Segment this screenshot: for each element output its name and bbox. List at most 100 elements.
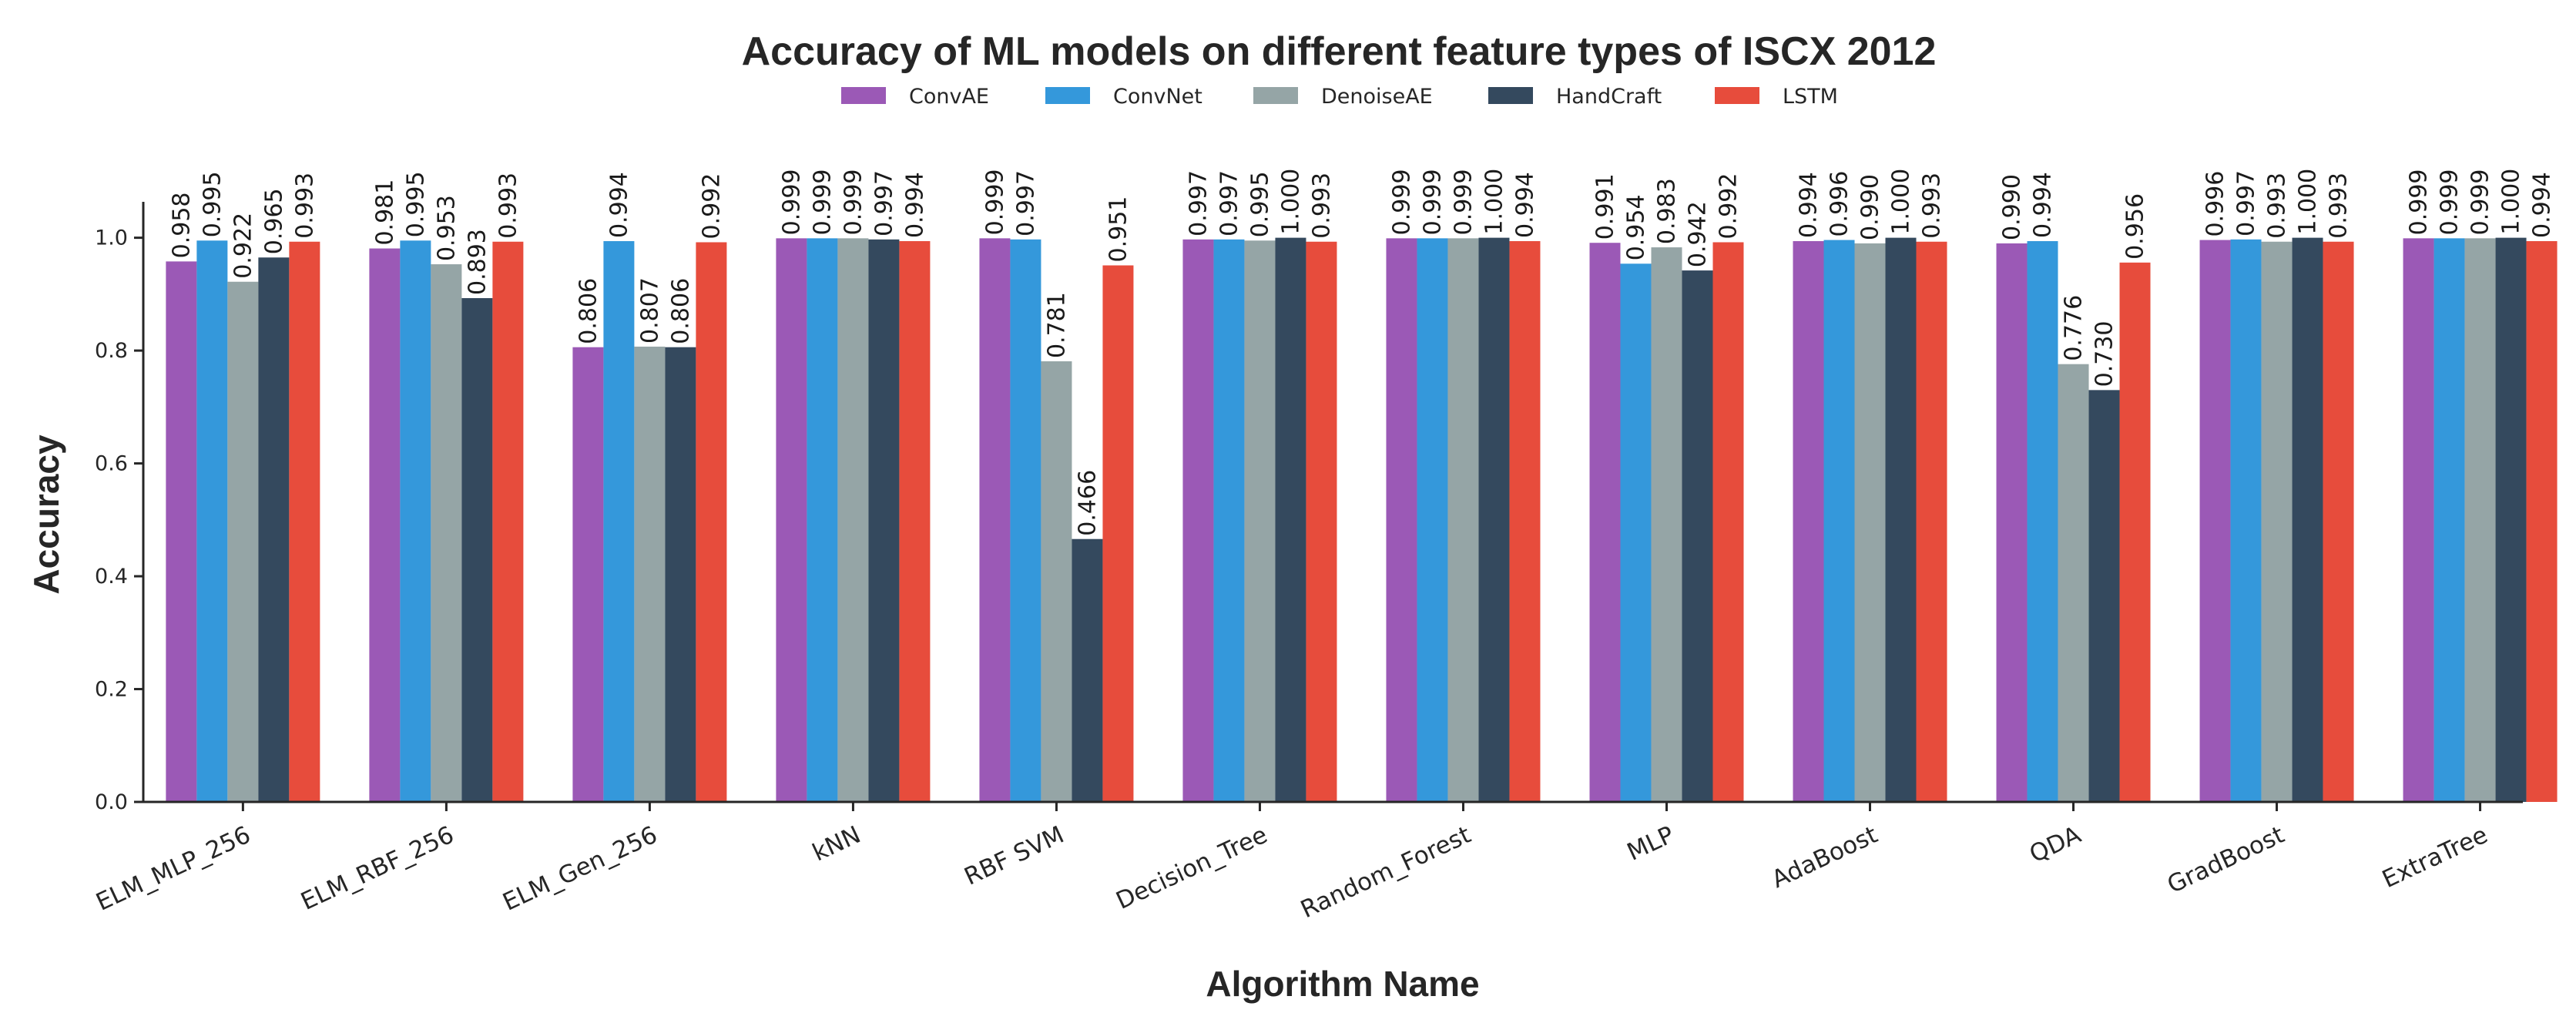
bar-handcraft-extratree [2495, 237, 2527, 803]
data-label: 0.953 [433, 195, 460, 261]
data-label: 1.000 [1277, 169, 1304, 235]
data-label: 0.807 [636, 277, 663, 344]
x-tick-label: ELM_MLP_256 [92, 821, 254, 917]
legend-label-denoiseae: DenoiseAE [1321, 85, 1433, 109]
data-label: 0.951 [1105, 196, 1132, 263]
bar-handcraft-elm-rbf-256 [461, 297, 493, 803]
x-tick-label: ExtraTree [2378, 821, 2492, 894]
x-tick-label: Decision_Tree [1112, 821, 1271, 915]
data-label: 0.995 [1246, 171, 1273, 237]
data-label: 0.981 [371, 179, 398, 246]
legend-label-convae: ConvAE [909, 85, 989, 109]
bar-handcraft-knn [868, 239, 900, 803]
bar-convae-decision-tree [1182, 239, 1214, 803]
legend-swatch-convnet [1045, 87, 1090, 104]
x-tick-label: RBF SVM [960, 821, 1068, 891]
y-axis-label: Accuracy [26, 434, 66, 595]
y-tick-label: 0.4 [95, 565, 128, 589]
data-label: 0.994 [2030, 172, 2057, 238]
bar-lstm-adaboost [1916, 241, 1947, 802]
data-label: 0.994 [2529, 172, 2556, 238]
data-label: 0.999 [981, 169, 1008, 235]
data-label: 0.993 [291, 173, 318, 239]
y-tick-label: 0.0 [95, 790, 128, 814]
bar-lstm-qda [2119, 262, 2151, 802]
data-label: 0.994 [1796, 172, 1823, 238]
x-tick-label: AdaBoost [1768, 821, 1882, 894]
data-label: 0.993 [1919, 173, 1946, 239]
data-label: 0.993 [1308, 173, 1335, 239]
bar-convae-adaboost [1793, 241, 1824, 803]
data-label: 0.958 [168, 192, 195, 258]
data-label: 0.997 [2233, 170, 2260, 236]
bar-convae-elm-gen-256 [572, 347, 604, 803]
bar-convnet-elm-mlp-256 [196, 240, 228, 802]
data-label: 0.983 [1653, 178, 1680, 244]
data-label: 0.994 [605, 172, 632, 238]
data-label: 0.893 [464, 229, 491, 295]
bar-handcraft-rbf-svm [1072, 538, 1103, 802]
bar-convnet-mlp [1620, 263, 1652, 802]
bar-handcraft-elm-mlp-256 [258, 257, 290, 802]
x-tick-label: kNN [808, 821, 865, 867]
bar-handcraft-random-forest [1478, 237, 1510, 803]
data-label: 0.956 [2122, 193, 2149, 260]
bar-denoiseae-decision-tree [1244, 240, 1276, 802]
bar-convnet-decision-tree [1213, 239, 1245, 803]
data-label: 0.990 [1999, 174, 2026, 240]
bar-lstm-elm-mlp-256 [289, 241, 320, 802]
bar-lstm-gradboost [2323, 241, 2354, 802]
legend-swatch-handcraft [1488, 87, 1533, 104]
data-label: 0.994 [901, 172, 928, 238]
bar-lstm-random-forest [1509, 241, 1541, 803]
x-tick-label: MLP [1623, 821, 1679, 867]
bar-convae-gradboost [2199, 240, 2231, 802]
bar-denoiseae-elm-mlp-256 [227, 281, 259, 802]
bar-convnet-extratree [2433, 238, 2465, 802]
bar-denoiseae-knn [837, 238, 869, 802]
data-label: 0.942 [1684, 201, 1711, 267]
data-label: 0.806 [667, 278, 694, 344]
bar-convnet-qda [2027, 241, 2058, 803]
bar-convae-qda [1996, 243, 2028, 802]
legend-label-convnet: ConvNet [1113, 85, 1202, 109]
bar-convae-rbf-svm [979, 238, 1011, 802]
y-tick-label: 1.0 [95, 226, 128, 250]
bar-convae-extratree [2403, 238, 2434, 802]
data-label: 1.000 [2295, 169, 2322, 235]
data-label: 0.997 [1216, 170, 1243, 236]
bar-lstm-elm-gen-256 [696, 242, 727, 802]
legend-label-lstm: LSTM [1783, 85, 1838, 109]
x-axis-label: Algorithm Name [1206, 964, 1479, 1004]
bar-denoiseae-adaboost [1854, 243, 1886, 802]
data-label: 0.999 [2406, 169, 2433, 235]
bar-lstm-elm-rbf-256 [492, 241, 524, 802]
legend: ConvAE ConvNet DenoiseAE HandCraft LSTM [841, 85, 1838, 109]
x-tick-label: ELM_RBF_256 [297, 821, 458, 916]
data-label: 0.990 [1857, 174, 1884, 240]
data-label: 0.994 [1511, 172, 1538, 238]
bar-denoiseae-elm-gen-256 [634, 346, 666, 802]
data-label: 0.730 [2091, 320, 2118, 387]
data-label: 0.999 [778, 169, 805, 235]
bar-lstm-mlp [1712, 242, 1744, 802]
data-label: 0.993 [2264, 173, 2291, 239]
data-label: 0.965 [260, 188, 287, 254]
data-label: 0.999 [840, 169, 867, 235]
data-label: 0.466 [1074, 470, 1101, 536]
x-tick-label: QDA [2025, 821, 2085, 869]
bar-denoiseae-extratree [2464, 238, 2496, 802]
data-label: 0.776 [2061, 295, 2088, 361]
data-label: 0.999 [2467, 169, 2494, 235]
bar-lstm-knn [899, 241, 931, 803]
bar-convnet-rbf-svm [1010, 239, 1041, 803]
y-tick-label: 0.2 [95, 678, 128, 702]
data-label: 0.999 [1388, 169, 1415, 235]
bar-convnet-random-forest [1417, 238, 1448, 802]
x-tick-label: ELM_Gen_256 [498, 821, 661, 917]
bar-lstm-decision-tree [1306, 241, 1337, 802]
data-label: 0.995 [402, 171, 429, 237]
data-label: 0.781 [1043, 292, 1070, 358]
data-label: 0.995 [199, 171, 226, 237]
